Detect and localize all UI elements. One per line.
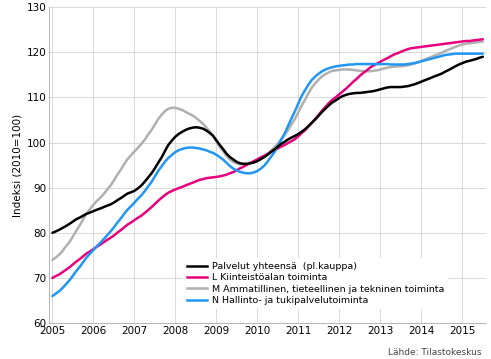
M Ammatillinen, tieteellinen ja tekninen toiminta: [50, 258, 55, 262]
L Kiinteistöalan toiminta: [305, 124, 311, 129]
N Hallinto- ja tukipalvelutoiminta: [50, 294, 55, 298]
L Kiinteistöalan toiminta: [70, 262, 76, 267]
L Kiinteistöalan toiminta: [480, 37, 486, 41]
Y-axis label: Indeksi (2010=100): Indeksi (2010=100): [12, 113, 23, 217]
L Kiinteistöalan toiminta: [299, 131, 304, 135]
Palvelut yhteensä  (pl.kauppa): [411, 82, 417, 87]
Line: Palvelut yhteensä  (pl.kauppa): Palvelut yhteensä (pl.kauppa): [53, 57, 483, 233]
M Ammatillinen, tieteellinen ja tekninen toiminta: [299, 103, 304, 108]
Line: N Hallinto- ja tukipalvelutoiminta: N Hallinto- ja tukipalvelutoiminta: [53, 53, 483, 296]
Palvelut yhteensä  (pl.kauppa): [449, 66, 455, 70]
N Hallinto- ja tukipalvelutoiminta: [452, 51, 458, 56]
M Ammatillinen, tieteellinen ja tekninen toiminta: [305, 91, 311, 95]
N Hallinto- ja tukipalvelutoiminta: [449, 52, 455, 56]
Legend: Palvelut yhteensä  (pl.kauppa), L Kiinteistöalan toiminta, M Ammatillinen, tiete: Palvelut yhteensä (pl.kauppa), L Kiintei…: [183, 258, 448, 309]
Line: M Ammatillinen, tieteellinen ja tekninen toiminta: M Ammatillinen, tieteellinen ja tekninen…: [53, 42, 483, 260]
Palvelut yhteensä  (pl.kauppa): [299, 130, 304, 134]
N Hallinto- ja tukipalvelutoiminta: [411, 61, 417, 65]
M Ammatillinen, tieteellinen ja tekninen toiminta: [70, 234, 76, 239]
M Ammatillinen, tieteellinen ja tekninen toiminta: [411, 61, 417, 66]
M Ammatillinen, tieteellinen ja tekninen toiminta: [323, 72, 329, 76]
L Kiinteistöalan toiminta: [411, 46, 417, 50]
Palvelut yhteensä  (pl.kauppa): [70, 219, 76, 224]
N Hallinto- ja tukipalvelutoiminta: [323, 67, 329, 71]
M Ammatillinen, tieteellinen ja tekninen toiminta: [449, 46, 455, 50]
L Kiinteistöalan toiminta: [50, 276, 55, 280]
Text: Lähde: Tilastokeskus: Lähde: Tilastokeskus: [388, 348, 481, 357]
Palvelut yhteensä  (pl.kauppa): [480, 55, 486, 59]
N Hallinto- ja tukipalvelutoiminta: [70, 274, 76, 278]
Palvelut yhteensä  (pl.kauppa): [323, 106, 329, 111]
L Kiinteistöalan toiminta: [323, 104, 329, 109]
N Hallinto- ja tukipalvelutoiminta: [299, 94, 304, 98]
N Hallinto- ja tukipalvelutoiminta: [480, 51, 486, 56]
Palvelut yhteensä  (pl.kauppa): [305, 124, 311, 128]
N Hallinto- ja tukipalvelutoiminta: [305, 82, 311, 87]
Line: L Kiinteistöalan toiminta: L Kiinteistöalan toiminta: [53, 39, 483, 278]
Palvelut yhteensä  (pl.kauppa): [50, 231, 55, 235]
L Kiinteistöalan toiminta: [449, 41, 455, 45]
M Ammatillinen, tieteellinen ja tekninen toiminta: [480, 39, 486, 44]
